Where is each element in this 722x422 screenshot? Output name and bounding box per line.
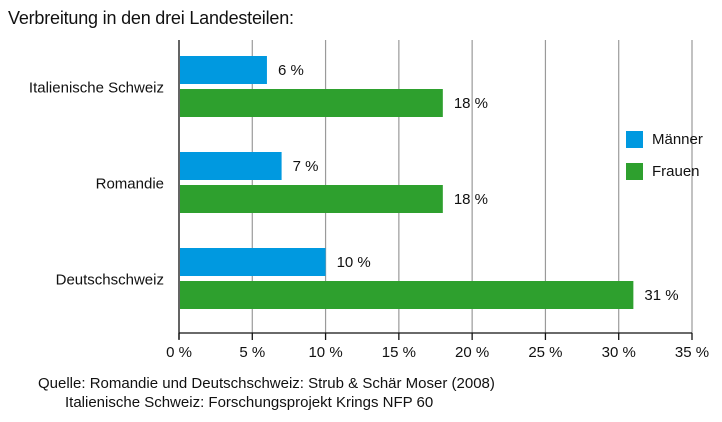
bar-chart: 0 % 5 % 10 % 15 % 20 % 25 % 30 % 35 % Italienisc… [29, 40, 709, 361]
legend-item-frauen: Frauen [626, 161, 703, 181]
legend-swatch-maenner [626, 130, 643, 148]
chart-title: Verbreitung in den drei Landesteilen: [8, 8, 294, 28]
x-tick-label: 0 % [166, 344, 192, 361]
x-tick-label: 25 % [528, 344, 562, 361]
source-line-2: Italienische Schweiz: Forschungsprojekt … [65, 394, 434, 411]
legend: Männer Frauen [626, 129, 703, 193]
x-tick-label: 15 % [382, 344, 416, 361]
bar [180, 281, 634, 309]
legend-swatch-frauen [626, 162, 643, 180]
x-tick-label: 35 % [675, 344, 709, 361]
legend-item-maenner: Männer [626, 129, 703, 149]
category-label: Deutschschweiz [56, 272, 164, 289]
data-label: 18 % [454, 95, 488, 112]
source-line-1: Quelle: Romandie und Deutschschweiz: Str… [38, 375, 495, 392]
bar [180, 89, 443, 117]
bar [180, 56, 267, 84]
data-label: 10 % [337, 254, 371, 271]
bar [180, 152, 282, 180]
x-tick-label: 10 % [308, 344, 342, 361]
source-note: Quelle: Romandie und Deutschschweiz: Str… [38, 374, 495, 412]
x-tick-label: 20 % [455, 344, 489, 361]
data-label: 7 % [293, 158, 319, 175]
data-label: 18 % [454, 191, 488, 208]
bar [180, 185, 443, 213]
category-label: Romandie [96, 176, 164, 193]
category-label: Italienische Schweiz [29, 80, 164, 97]
data-label: 31 % [644, 287, 678, 304]
data-label: 6 % [278, 62, 304, 79]
bar [180, 248, 326, 276]
x-tick-label: 5 % [239, 344, 265, 361]
x-tick-label: 30 % [602, 344, 636, 361]
legend-label-maenner: Männer [652, 130, 703, 148]
legend-label-frauen: Frauen [652, 162, 700, 180]
